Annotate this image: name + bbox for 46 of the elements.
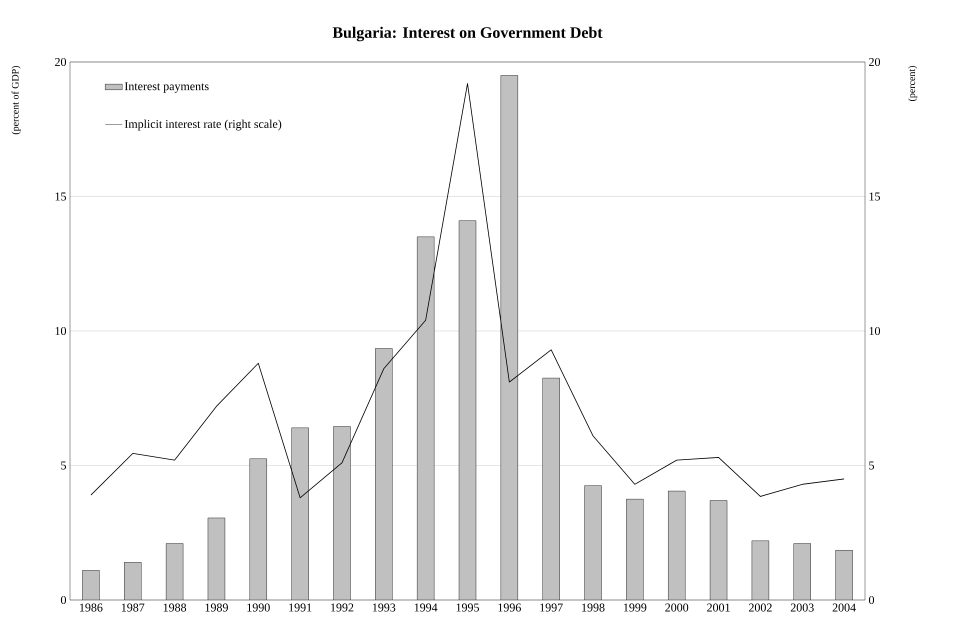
x-tick-label: 1998: [582, 604, 605, 612]
line-series: [90, 83, 844, 498]
bar: [835, 550, 853, 600]
x-tick-label: 1987: [122, 604, 144, 612]
bar: [668, 491, 686, 600]
x-tick-label: 2000: [665, 604, 688, 612]
y-tick-label: 0: [60, 596, 66, 604]
y-tick-label: 5: [61, 462, 66, 470]
x-tick-label: 2002: [748, 604, 772, 612]
bar: [208, 518, 225, 600]
y2-axis-title: (percent): [908, 66, 918, 102]
y-tick-label: 15: [56, 192, 66, 200]
x-tick-label: 1991: [289, 604, 312, 612]
bar: [794, 544, 811, 600]
bar: [166, 544, 184, 600]
y2-tick-label: 15: [870, 192, 880, 200]
legend-label: Implicit interest rate (right scale): [124, 120, 282, 130]
x-tick-label: 1995: [456, 604, 479, 612]
y-tick-label: 10: [56, 326, 66, 336]
legend-label: Interest payments: [124, 82, 209, 93]
y2-tick-label: 20: [869, 58, 880, 66]
x-tick-label: 1990: [247, 604, 270, 612]
bar: [124, 562, 142, 600]
x-tick-label: 2001: [707, 604, 730, 612]
y-axis-title: (percent of GDP): [12, 66, 21, 134]
x-tick-label: 1993: [372, 604, 396, 612]
x-tick-label: 1997: [540, 604, 563, 612]
x-tick-label: 1986: [80, 604, 103, 612]
x-tick-label: 1999: [624, 604, 646, 612]
x-tick-label: 1988: [164, 604, 186, 612]
x-tick-label: 1994: [414, 604, 438, 612]
bar: [82, 570, 100, 600]
y2-tick-label: 0: [868, 596, 874, 604]
x-tick-label: 2004: [832, 604, 856, 612]
bar: [626, 499, 644, 600]
x-tick-label: 1989: [206, 604, 228, 612]
x-tick-label: 1996: [498, 604, 521, 612]
bar: [752, 540, 769, 600]
bar: [584, 486, 602, 600]
y2-tick-label: 10: [870, 326, 880, 336]
x-tick-label: 2003: [790, 604, 814, 612]
x-tick-label: 1992: [331, 604, 354, 612]
y-tick-label: 20: [55, 58, 66, 66]
chart-title: Bulgaria: Interest on Government Debt: [332, 26, 603, 42]
bar: [710, 500, 728, 600]
y2-tick-label: 5: [869, 462, 874, 470]
